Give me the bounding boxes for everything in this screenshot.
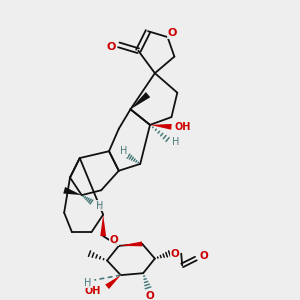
Text: O: O [110,235,118,245]
Polygon shape [130,92,150,109]
Polygon shape [100,214,106,236]
Text: O: O [199,250,208,261]
Polygon shape [119,242,142,246]
Text: O: O [171,249,180,259]
Text: H: H [120,146,127,156]
Text: OH: OH [175,122,191,132]
Text: O: O [106,42,116,52]
Text: OH: OH [84,286,101,296]
Polygon shape [63,187,82,195]
Text: H: H [96,201,103,211]
Polygon shape [105,275,121,289]
Text: H: H [172,137,179,147]
Text: H: H [84,278,91,288]
Polygon shape [150,124,172,130]
Text: O: O [168,28,177,38]
Text: O: O [146,291,154,300]
